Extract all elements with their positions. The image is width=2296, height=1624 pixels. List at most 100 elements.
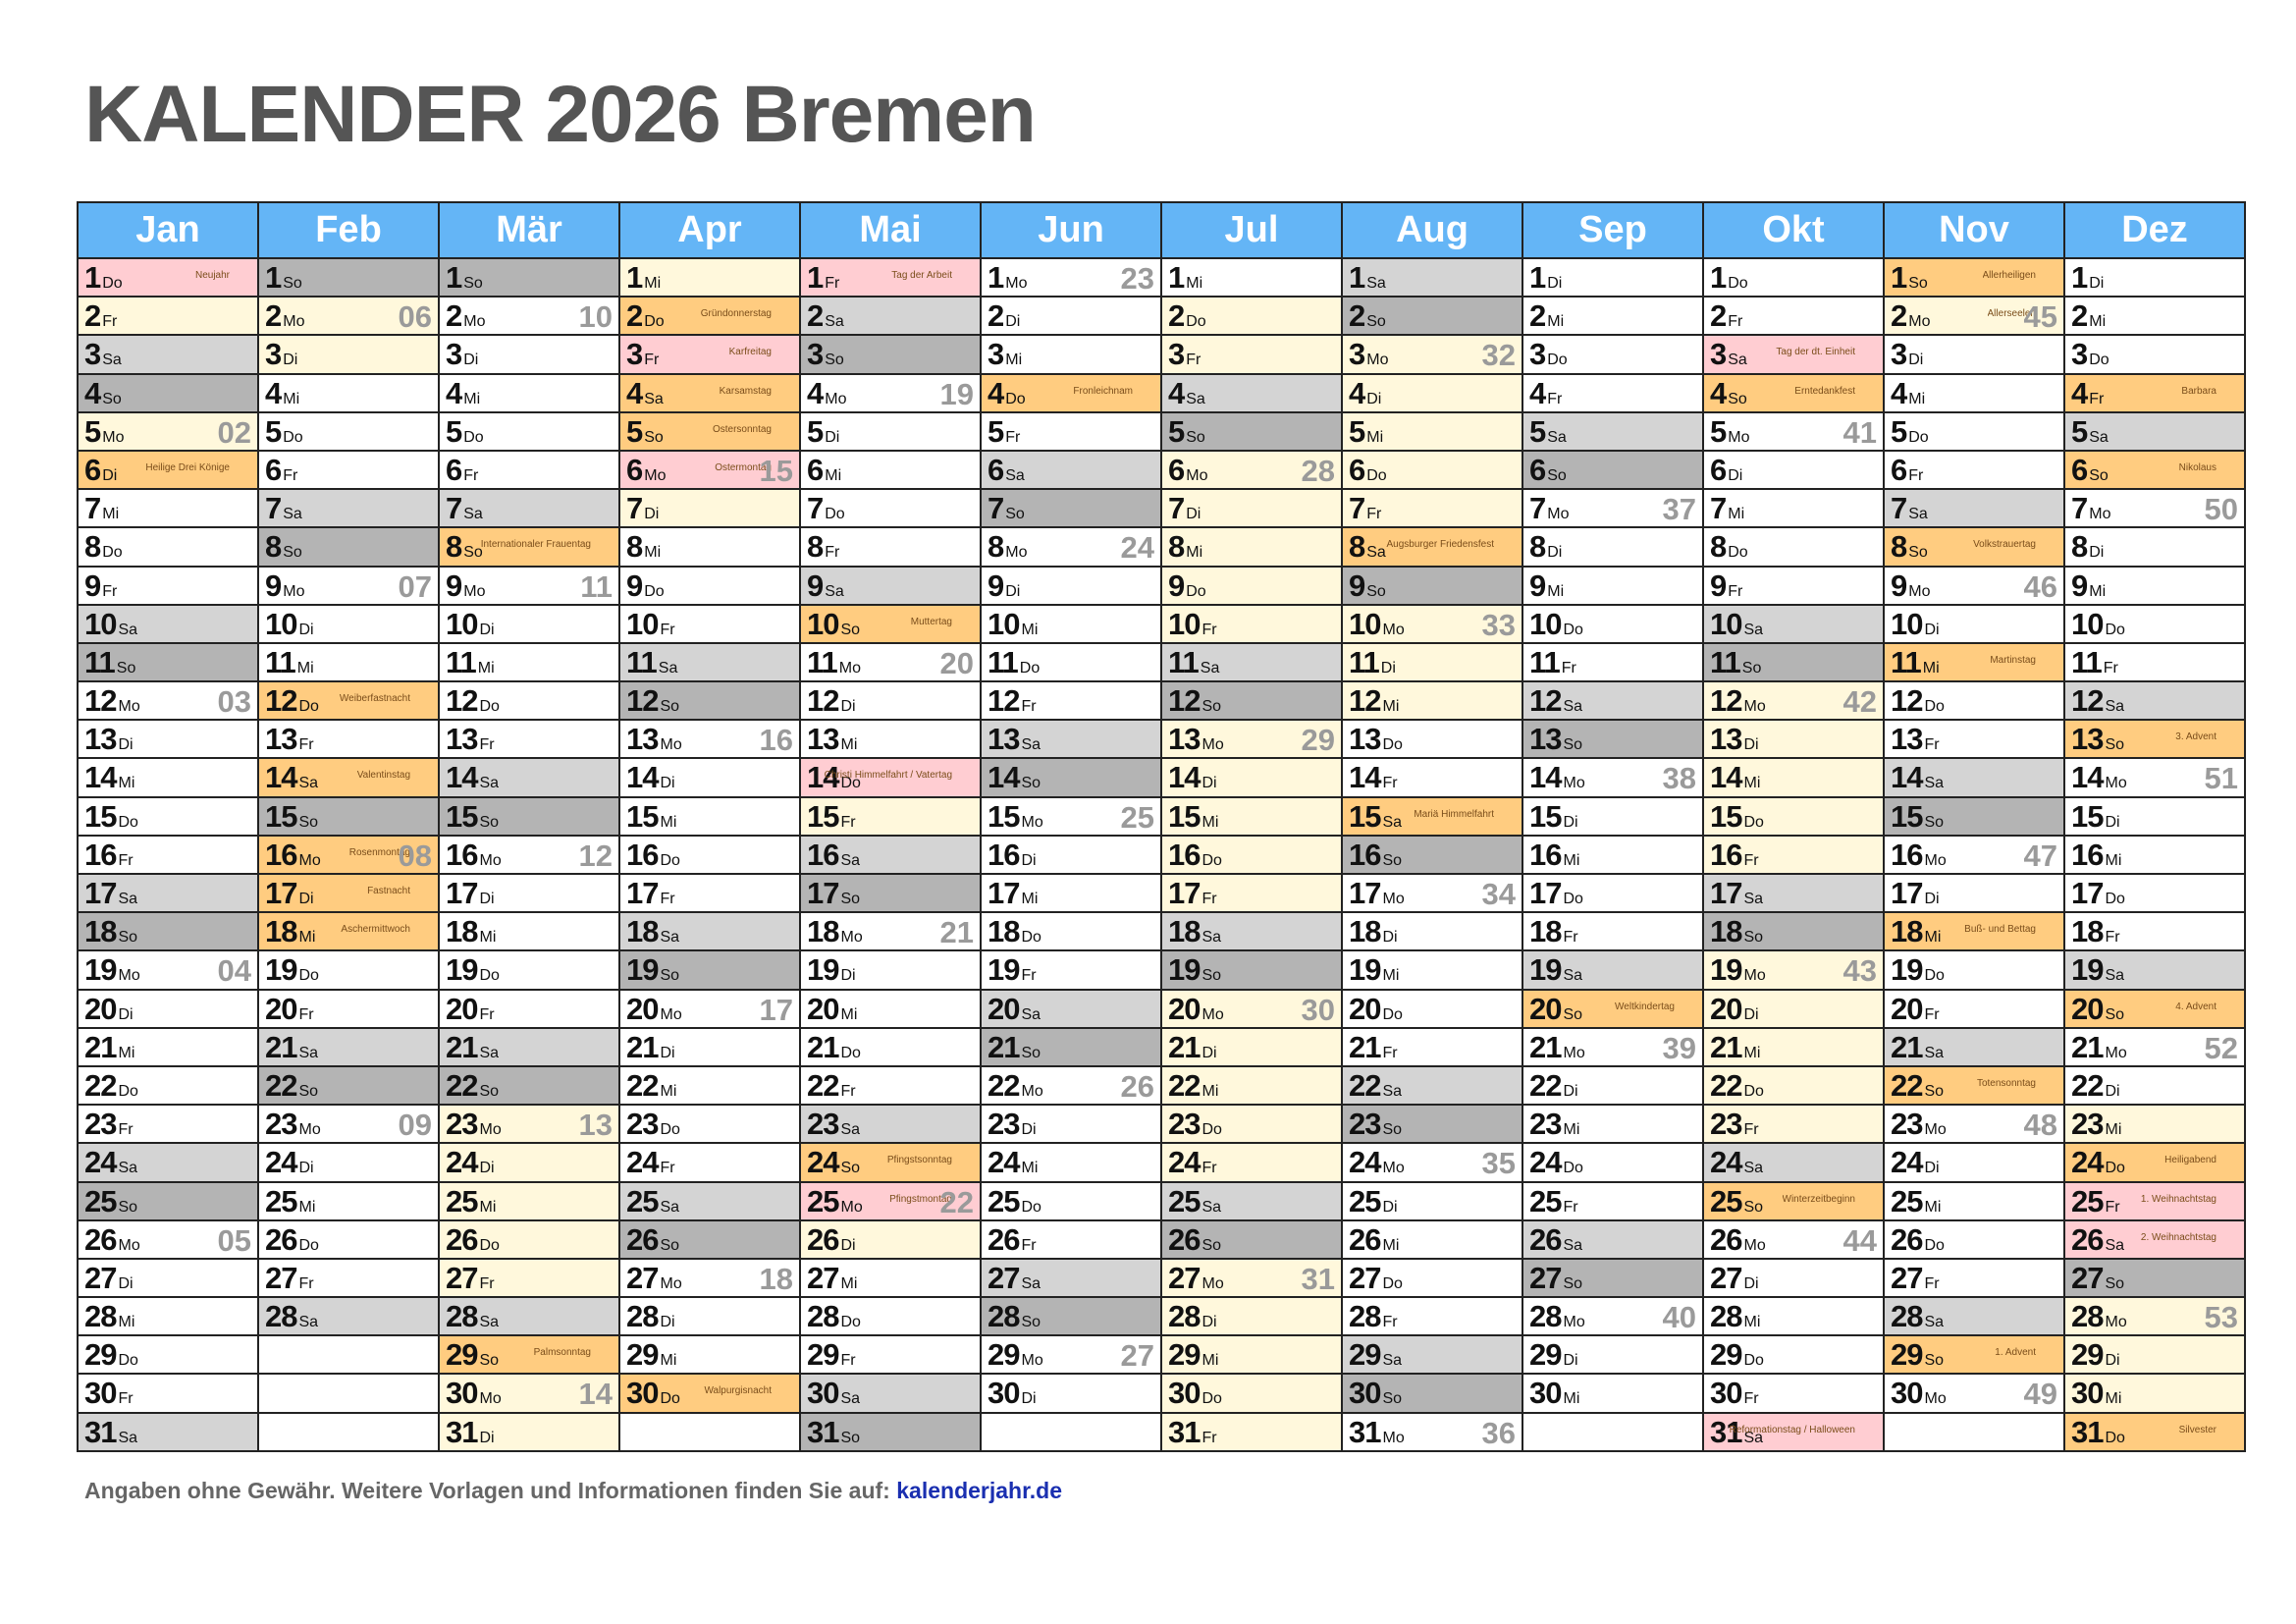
- weekday: Fr: [1561, 659, 1576, 677]
- day-cell: 15 Mo 25: [980, 795, 1160, 835]
- weekday: Mo: [1563, 1044, 1585, 1061]
- weekday: Di: [479, 1160, 495, 1177]
- day-number-value: 1: [988, 260, 1004, 295]
- weekday: Mi: [660, 1352, 677, 1370]
- day-number: 21 So: [988, 1030, 1041, 1065]
- day-number-value: 16: [84, 837, 117, 872]
- weekday: Fr: [1924, 1005, 1940, 1023]
- day-number-value: 17: [1529, 876, 1562, 910]
- day-number-value: 18: [84, 914, 117, 949]
- day-number: 2 Do: [1168, 298, 1206, 334]
- weekday: So: [1563, 736, 1583, 754]
- weekday: Fr: [1201, 1429, 1217, 1446]
- weekday: Mo: [840, 1198, 863, 1216]
- day-cell: 10 Do: [2063, 603, 2244, 642]
- day-number: 12 Fr: [988, 683, 1037, 719]
- day-row: 18 So 18 Mi Aschermittwoch 18 Mi 18 Sa 18 Mo 21 18 Do…: [79, 911, 2244, 950]
- day-number-value: 28: [1891, 1299, 1923, 1334]
- day-cell: 19 Sa: [1522, 949, 1702, 989]
- day-number: 12 Sa: [2071, 683, 2124, 719]
- weekday: Do: [2089, 352, 2109, 369]
- day-number: 11 So: [1710, 645, 1761, 680]
- day-number: 2 Mo: [265, 298, 304, 334]
- day-cell: 24 Di: [438, 1142, 618, 1181]
- day-number-value: 13: [807, 722, 839, 757]
- day-number-value: 22: [1710, 1067, 1742, 1103]
- day-number: 17 Fr: [1168, 876, 1217, 911]
- day-number-value: 19: [265, 952, 297, 988]
- day-cell: 21 Sa: [1883, 1026, 2063, 1065]
- day-cell: 9 Mi: [1522, 565, 1702, 604]
- day-number: 26 Mo: [1710, 1222, 1766, 1258]
- weekday: Sa: [2105, 967, 2125, 985]
- day-cell: 13 So 3. Advent: [2063, 719, 2244, 758]
- day-number: 18 Do: [988, 914, 1041, 949]
- weekday: Sa: [825, 582, 844, 600]
- weekday: Mo: [1382, 621, 1405, 638]
- day-number-value: 16: [265, 837, 297, 872]
- day-cell: 2 Sa: [799, 296, 980, 335]
- day-number: 4 Mi: [265, 376, 299, 411]
- day-number-value: 20: [1349, 991, 1381, 1026]
- day-cell: 30 Do: [1160, 1373, 1341, 1412]
- day-number-value: 29: [1891, 1337, 1923, 1373]
- day-cell: 16 Fr: [1702, 834, 1883, 873]
- weekday: Di: [825, 428, 840, 446]
- day-row: 10 Sa 10 Di 10 Di 10 Fr 10 So Muttertag 10 Mi 10 Fr 10 M…: [79, 603, 2244, 642]
- day-number: 30 Mo: [446, 1376, 502, 1411]
- day-cell: 7 Di: [618, 488, 799, 527]
- day-number: 17 So: [807, 876, 860, 911]
- day-row: 4 So 4 Mi 4 Mi 4 Sa Karsamstag 4 Mo 19 4 Do Fronleichn…: [79, 372, 2244, 411]
- weekday: Mo: [2089, 506, 2111, 523]
- day-number: 25 So: [1710, 1184, 1763, 1219]
- week-number: 38: [1662, 761, 1696, 796]
- day-number: 23 Fr: [84, 1107, 133, 1142]
- day-number-value: 3: [626, 337, 643, 372]
- week-number: 43: [1842, 953, 1877, 989]
- day-cell: 18 Sa: [1160, 911, 1341, 950]
- day-cell: 12 Mo 42: [1702, 680, 1883, 720]
- weekday: Mi: [840, 1274, 858, 1292]
- day-cell: 29 Mi: [618, 1334, 799, 1374]
- day-number: 7 Sa: [1891, 491, 1928, 526]
- day-number: 27 Di: [1710, 1261, 1759, 1296]
- day-cell: 31 Di: [438, 1411, 618, 1450]
- day-number-value: 12: [1710, 683, 1742, 719]
- weekday: Di: [1924, 621, 1940, 638]
- day-number-value: 3: [84, 337, 101, 372]
- day-cell: 7 Mi: [79, 488, 257, 526]
- week-number: 05: [217, 1222, 251, 1258]
- day-number-value: 7: [265, 491, 282, 526]
- day-number: 22 So: [1891, 1068, 1944, 1104]
- day-cell: 30 Do Walpurgisnacht: [618, 1373, 799, 1412]
- day-number: 26 Mi: [1349, 1222, 1399, 1258]
- month-header-row: Jan Feb Mär Apr Mai Jun Jul Aug Sep Okt Nov Dez: [79, 203, 2244, 257]
- day-number-value: 25: [1710, 1183, 1742, 1218]
- day-number-value: 18: [626, 914, 659, 949]
- week-number: 29: [1301, 723, 1335, 758]
- day-number-value: 30: [1891, 1376, 1923, 1411]
- weekday: Mo: [1201, 736, 1224, 754]
- day-number-value: 29: [626, 1337, 659, 1373]
- day-cell: 4 Do Fronleichnam: [980, 372, 1160, 411]
- weekday: Di: [298, 1160, 314, 1177]
- weekday: Fr: [2105, 1198, 2120, 1216]
- day-number: 30 Do: [626, 1376, 680, 1411]
- day-number: 14 Di: [1168, 760, 1217, 795]
- weekday: Do: [1728, 544, 1748, 562]
- weekday: Fr: [1382, 1044, 1398, 1061]
- footer-link[interactable]: kalenderjahr.de: [896, 1478, 1062, 1503]
- day-number-value: 4: [1891, 375, 1907, 410]
- day-number: 5 So: [626, 414, 664, 450]
- weekday: Mo: [840, 929, 863, 947]
- day-cell: 19 Do: [1883, 949, 2063, 989]
- day-number-value: 20: [265, 991, 297, 1026]
- day-number-value: 17: [1710, 876, 1742, 910]
- day-number: 3 Sa: [1710, 337, 1747, 372]
- day-cell: 11 Sa: [1160, 641, 1341, 681]
- weekday: So: [118, 1198, 138, 1216]
- weekday: Mi: [1382, 967, 1400, 985]
- day-number-value: 28: [1710, 1299, 1742, 1334]
- day-row: 26 Mo 05 26 Do 26 Do 26 So 26 Di 26 Fr 26 So 26 Mi 26 Sa 26…: [79, 1218, 2244, 1258]
- day-number-value: 1: [1891, 260, 1907, 295]
